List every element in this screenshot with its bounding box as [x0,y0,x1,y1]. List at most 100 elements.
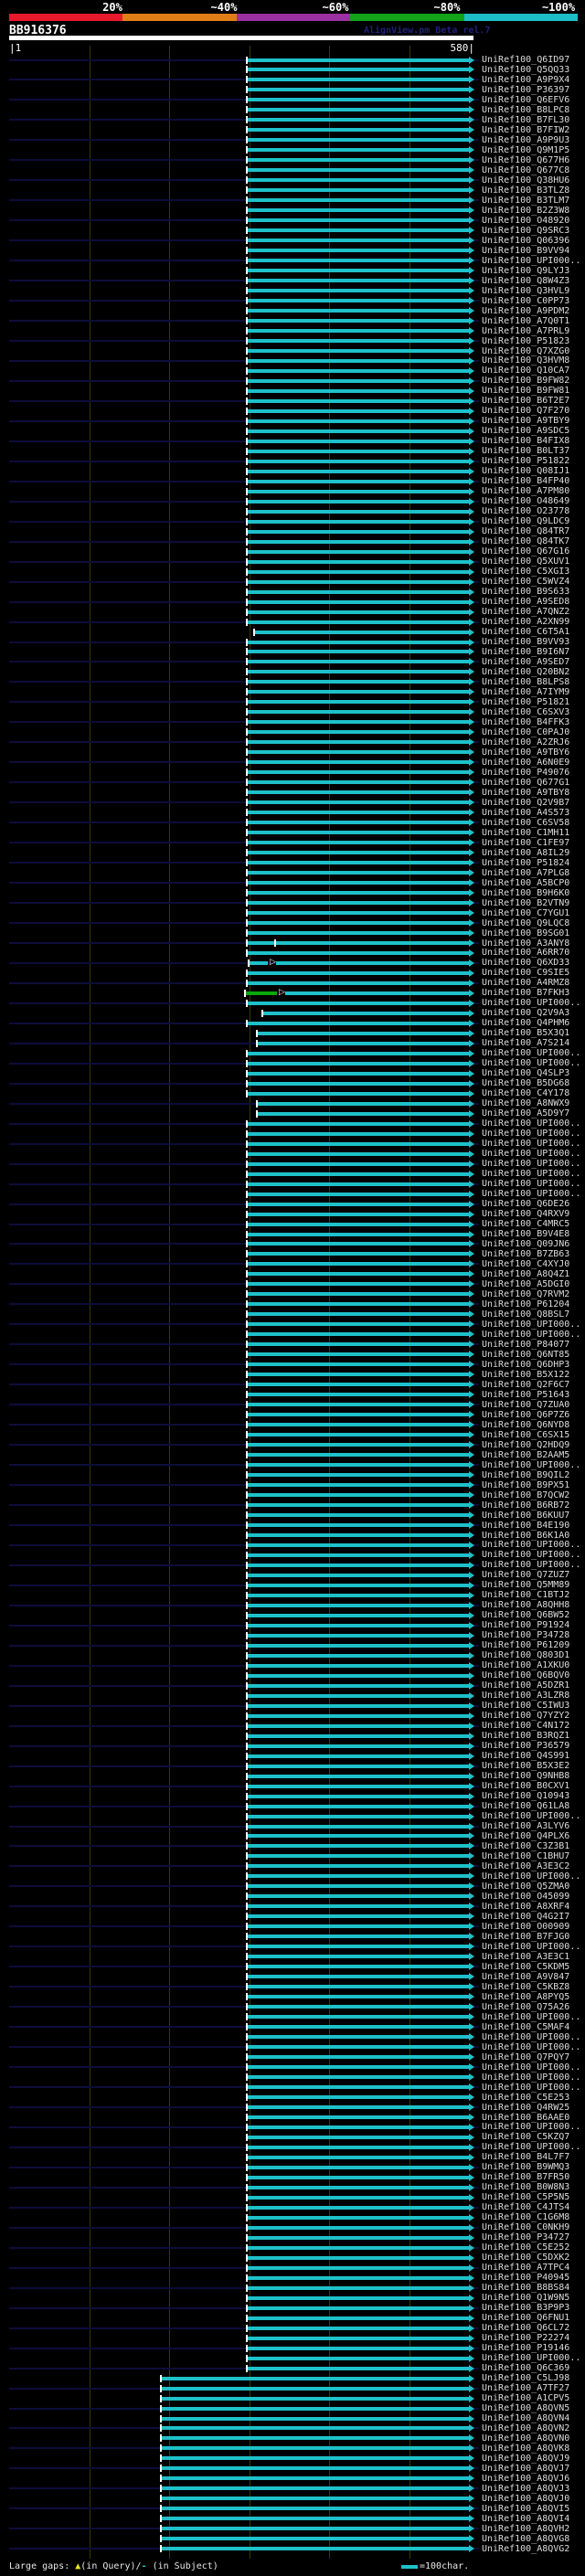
hit-label[interactable]: UniRef100_A8QVJ0 [482,2494,570,2504]
hsp-bar[interactable] [247,1995,469,1998]
hit-label[interactable]: UniRef100_UPI000.. [482,2083,581,2093]
hit-label[interactable]: UniRef100_A9TBY9 [482,416,570,426]
hit-label[interactable]: UniRef100_Q9LYJ3 [482,266,570,276]
hsp-bar[interactable] [247,780,469,784]
hit-label[interactable]: UniRef100_B9I6N7 [482,647,570,657]
hit-label[interactable]: UniRef100_B7FR50 [482,2172,570,2182]
hit-label[interactable]: UniRef100_Q6NT85 [482,1350,570,1360]
hsp-bar[interactable] [247,1734,469,1738]
hsp-bar[interactable] [247,1413,469,1416]
hsp-bar[interactable] [247,841,469,844]
hsp-bar[interactable] [247,1203,469,1206]
hsp-bar[interactable] [247,1473,469,1477]
hit-label[interactable]: UniRef100_B9QIL2 [482,1470,570,1480]
hit-label[interactable]: UniRef100_Q08IJ1 [482,466,570,476]
hit-label[interactable]: UniRef100_A8QVJ3 [482,2484,570,2494]
hsp-bar[interactable] [247,2337,469,2340]
hsp-bar[interactable] [247,88,469,91]
hsp-bar[interactable] [247,550,469,554]
hsp-bar[interactable] [254,631,469,634]
hsp-bar[interactable] [247,309,469,313]
hit-label[interactable]: UniRef100_A8QHH8 [482,1600,570,1610]
hsp-bar[interactable] [247,1072,469,1076]
hsp-bar[interactable] [161,2377,469,2380]
hsp-bar[interactable] [247,1233,469,1236]
hsp-bar[interactable] [247,1765,469,1768]
hsp-bar[interactable] [247,540,469,544]
hit-label[interactable]: UniRef100_C5MAF4 [482,2022,570,2032]
hit-label[interactable]: UniRef100_A7PM80 [482,486,570,496]
hsp-bar[interactable] [247,259,469,262]
hit-label[interactable]: UniRef100_C5E253 [482,2093,570,2103]
hit-label[interactable]: UniRef100_C1BHU7 [482,1851,570,1861]
hsp-bar[interactable] [247,1604,469,1607]
hit-label[interactable]: UniRef100_Q6CL72 [482,2323,570,2333]
hsp-bar[interactable] [247,218,469,222]
hit-label[interactable]: UniRef100_A8QVK8 [482,2443,570,2454]
hsp-bar[interactable] [247,831,469,834]
hsp-bar[interactable] [247,349,469,353]
hsp-bar[interactable] [247,2065,469,2069]
hsp-bar[interactable] [247,1433,469,1436]
hit-label[interactable]: UniRef100_B6K1A0 [482,1531,570,1541]
hsp-bar[interactable] [247,369,469,373]
hsp-bar[interactable] [247,2166,469,2169]
hit-label[interactable]: UniRef100_Q7F270 [482,406,570,416]
hit-label[interactable]: UniRef100_Q7PQY7 [482,2052,570,2062]
hit-label[interactable]: UniRef100_Q6C369 [482,2363,570,2373]
hit-label[interactable]: UniRef100_B2AAM5 [482,1450,570,1460]
hit-label[interactable]: UniRef100_Q677C8 [482,165,570,175]
hsp-bar[interactable] [247,2347,469,2350]
hsp-bar[interactable] [247,2216,469,2220]
hsp-bar[interactable] [257,1032,469,1035]
hsp-bar[interactable] [247,470,469,473]
hsp-bar[interactable] [247,2256,469,2260]
hsp-bar[interactable] [257,1102,469,1106]
hit-label[interactable]: UniRef100_Q20BN2 [482,667,570,677]
hit-label[interactable]: UniRef100_B6RB72 [482,1500,570,1511]
hsp-bar[interactable] [247,660,469,663]
hit-label[interactable]: UniRef100_B6KUU7 [482,1511,570,1521]
hsp-bar[interactable] [247,1644,469,1648]
hsp-bar[interactable] [247,881,469,885]
hit-label[interactable]: UniRef100_Q10943 [482,1791,570,1801]
hsp-bar[interactable] [161,2397,469,2401]
hit-label[interactable]: UniRef100_UPI000.. [482,1560,581,1570]
hit-label[interactable]: UniRef100_Q677G1 [482,778,570,788]
hit-label[interactable]: UniRef100_Q10CA7 [482,366,570,376]
hsp-bar[interactable] [247,1322,469,1326]
hsp-bar[interactable] [247,871,469,875]
hsp-bar[interactable] [247,98,469,101]
hsp-bar[interactable] [247,690,469,694]
hsp-bar[interactable] [276,961,469,965]
hsp-bar[interactable] [247,1624,469,1627]
hsp-bar[interactable] [247,931,469,935]
hsp-bar[interactable] [247,1584,469,1587]
hit-label[interactable]: UniRef100_B8BS84 [482,2283,570,2293]
hsp-bar[interactable] [247,1935,469,1938]
hsp-bar[interactable] [247,1775,469,1778]
hit-label[interactable]: UniRef100_C6SXV3 [482,707,570,717]
hsp-bar[interactable] [247,1453,469,1457]
hit-label[interactable]: UniRef100_A3ANY8 [482,938,570,949]
hit-label[interactable]: UniRef100_A8Q4Z1 [482,1269,570,1279]
hsp-bar[interactable] [247,289,469,292]
hit-label[interactable]: UniRef100_Q3HVM8 [482,355,570,366]
hsp-bar[interactable] [247,1463,469,1467]
hsp-bar[interactable] [247,2156,469,2159]
hsp-bar[interactable] [247,1332,469,1336]
hsp-bar[interactable] [247,1292,469,1296]
hit-label[interactable]: UniRef100_UPI000.. [482,2032,581,2042]
hsp-bar[interactable] [247,239,469,242]
hsp-bar[interactable] [247,1924,469,1928]
hsp-bar[interactable] [247,500,469,504]
hsp-bar[interactable] [247,670,469,673]
hit-label[interactable]: UniRef100_Q4RW25 [482,2103,570,2113]
hsp-bar[interactable] [247,1352,469,1356]
hit-label[interactable]: UniRef100_A5D9Y7 [482,1108,570,1118]
hsp-bar[interactable] [247,2115,469,2119]
hit-label[interactable]: UniRef100_B7ZB63 [482,1249,570,1259]
hsp-bar[interactable] [247,1152,469,1156]
hit-label[interactable]: UniRef100_A2ZRJ6 [482,737,570,747]
hsp-bar[interactable] [247,128,469,132]
